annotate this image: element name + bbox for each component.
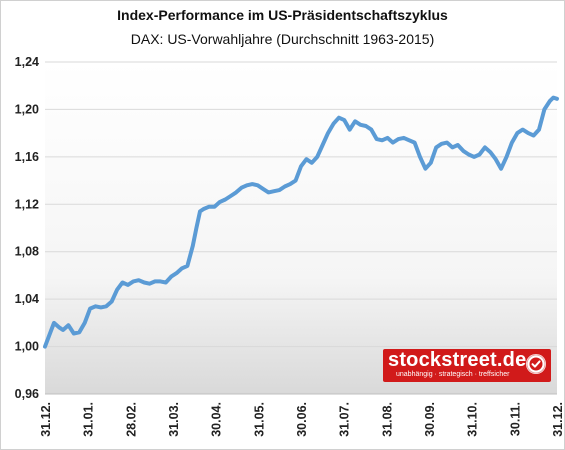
x-tick-label: 30.04. (210, 402, 224, 437)
x-tick-label: 31.03. (167, 402, 181, 437)
y-tick-label: 0,96 (15, 387, 39, 401)
chart-title: Index-Performance im US-Präsidentschafts… (117, 7, 448, 23)
x-tick-label: 30.09. (423, 402, 437, 437)
chart-subtitle: DAX: US-Vorwahljahre (Durchschnitt 1963-… (130, 31, 435, 47)
y-tick-label: 1,00 (15, 340, 39, 354)
logo-tagline: unabhängig · strategisch · treffsicher (396, 371, 510, 378)
x-tick-label: 31.08. (380, 402, 394, 437)
stockstreet-logo: stockstreet.de unabhängig · strategisch … (383, 349, 551, 382)
x-tick-label: 28.02. (124, 402, 138, 437)
x-tick-label: 30.06. (295, 402, 309, 437)
x-tick-label: 30.11. (508, 402, 522, 436)
x-tick-label: 31.05. (252, 402, 266, 437)
y-tick-label: 1,24 (15, 55, 39, 69)
x-tick-label: 31.07. (338, 402, 352, 437)
y-tick-label: 1,08 (15, 245, 39, 259)
y-tick-label: 1,16 (15, 150, 39, 164)
x-tick-label: 31.01. (82, 402, 96, 437)
y-tick-label: 1,12 (15, 197, 39, 211)
x-tick-label: 31.12. (39, 402, 53, 437)
series-line (43, 95, 559, 349)
y-tick-label: 1,20 (15, 102, 39, 116)
y-axis-ticks: 0,96 1,00 1,04 1,08 1,12 1,16 1,20 1,24 (15, 55, 39, 401)
y-tick-label: 1,04 (15, 292, 39, 306)
series-layer (43, 95, 559, 349)
x-axis-ticks: 31.12. 31.01. 28.02. 31.03. 30.04. 31.05. 30.0… (39, 402, 565, 437)
checkmark-icon (526, 354, 546, 374)
logo-name: stockstreet.de (388, 349, 527, 371)
plot-area (45, 62, 557, 394)
x-tick-label: 31.12. (551, 402, 565, 437)
x-tick-label: 31.10. (466, 402, 480, 437)
